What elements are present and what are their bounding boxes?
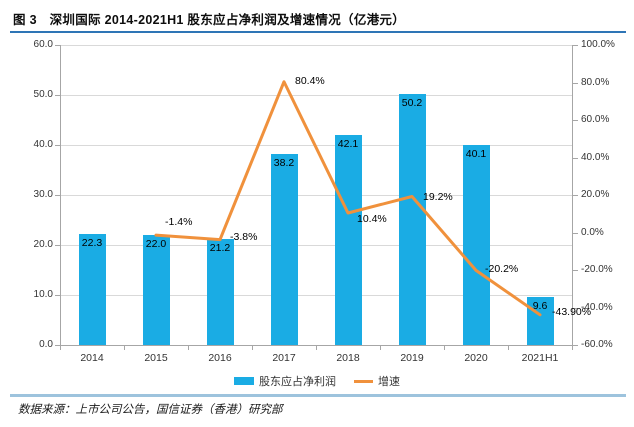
- y-tick-left: [55, 245, 60, 246]
- y-axis-label-right: 100.0%: [581, 39, 615, 50]
- line-series-label: 增速: [378, 376, 400, 388]
- y-tick-right: [573, 232, 578, 234]
- bar-value-label: 22.3: [81, 236, 103, 249]
- y-tick-right: [573, 270, 578, 271]
- gridline: [60, 295, 572, 296]
- y-tick-right: [573, 120, 578, 121]
- x-tick: [188, 345, 189, 350]
- footer-divider: [10, 394, 626, 397]
- bar: [399, 94, 426, 345]
- growth-value-label: 80.4%: [295, 74, 325, 87]
- y-axis-label-left: 30.0: [33, 189, 53, 200]
- y-tick-right: [573, 45, 578, 46]
- title-divider: [10, 31, 626, 33]
- y-tick-left: [55, 195, 60, 196]
- y-axis-label-left: 10.0: [33, 289, 53, 300]
- x-tick: [572, 345, 573, 350]
- x-axis-label: 2016: [208, 352, 232, 364]
- gridline: [60, 45, 572, 46]
- bar: [335, 134, 362, 345]
- bar-series-swatch: [234, 377, 254, 385]
- bar: [271, 154, 298, 345]
- y-tick-left: [55, 295, 60, 296]
- y-tick-right: [573, 195, 578, 196]
- bar: [79, 233, 106, 345]
- growth-value-label: 19.2%: [423, 190, 453, 203]
- y-axis-label-right: 20.0%: [581, 189, 610, 200]
- bar-value-label: 42.1: [337, 137, 359, 150]
- chart-legend: 股东应占净利润 增速: [0, 373, 634, 389]
- x-tick: [444, 345, 445, 350]
- y-axis-label-left: 60.0: [33, 39, 53, 50]
- growth-value-label: -20.2%: [485, 263, 519, 276]
- gridline: [60, 145, 572, 146]
- growth-value-label: -43.90%: [552, 305, 592, 318]
- growth-value-label: 10.4%: [357, 213, 387, 225]
- line-series-swatch: [354, 379, 373, 383]
- y-tick-left: [55, 345, 60, 346]
- y-tick-left: [55, 145, 60, 146]
- y-axis-label-right: -60.0%: [581, 339, 613, 350]
- y-axis-label-left: 0.0: [39, 339, 53, 350]
- x-axis-label: 2017: [272, 352, 296, 364]
- bar: [207, 239, 234, 345]
- y-tick-left: [55, 95, 60, 96]
- bar-series-label: 股东应占净利润: [259, 376, 336, 388]
- x-axis-label: 2018: [336, 352, 360, 364]
- x-axis-label: 2019: [400, 352, 424, 364]
- x-axis-label: 2014: [80, 352, 104, 364]
- bar: [143, 235, 170, 345]
- data-source-note: 数据来源：上市公司公告，国信证券（香港）研究部: [18, 404, 283, 416]
- x-tick: [316, 345, 317, 350]
- x-tick: [380, 345, 381, 350]
- bar-value-label: 40.1: [465, 147, 487, 160]
- bar-value-label: 22.0: [145, 238, 167, 250]
- bar-value-label: 50.2: [401, 97, 423, 109]
- bar: [463, 144, 490, 345]
- bar-value-label: 38.2: [273, 157, 295, 169]
- y-axis-label-right: 0.0%: [581, 226, 604, 238]
- y-axis-label-right: -40.0%: [581, 301, 613, 313]
- y-tick-right: [573, 82, 578, 84]
- y-tick-right: [573, 345, 578, 346]
- y-tick-left: [55, 45, 60, 46]
- x-tick: [124, 345, 125, 350]
- x-axis-label: 2021H1: [521, 352, 559, 364]
- y-axis-label-left: 50.0: [33, 89, 53, 100]
- x-axis-label: 2015: [144, 352, 168, 364]
- x-tick: [60, 345, 61, 350]
- y-axis-label-right: 80.0%: [581, 76, 610, 88]
- growth-value-label: -3.8%: [230, 230, 258, 243]
- y-axis-label-left: 40.0: [33, 139, 53, 150]
- y-axis-left: [60, 45, 61, 345]
- x-tick: [252, 345, 253, 350]
- x-axis-label: 2020: [464, 352, 488, 364]
- x-tick: [508, 345, 509, 350]
- y-axis-label-left: 20.0: [33, 239, 53, 250]
- y-axis-label-right: -20.0%: [581, 264, 613, 275]
- y-axis-label-right: 60.0%: [581, 114, 610, 125]
- bar-value-label: 21.2: [209, 242, 231, 254]
- figure-title: 图 3 深圳国际 2014-2021H1 股东应占净利润及增速情况（亿港元）: [13, 13, 406, 27]
- y-tick-right: [573, 157, 578, 159]
- y-axis-right: [572, 45, 573, 345]
- gridline: [60, 95, 572, 96]
- y-tick-right: [573, 307, 578, 309]
- growth-value-label: -1.4%: [165, 216, 193, 229]
- gridline: [60, 195, 572, 196]
- y-axis-label-right: 40.0%: [581, 151, 610, 163]
